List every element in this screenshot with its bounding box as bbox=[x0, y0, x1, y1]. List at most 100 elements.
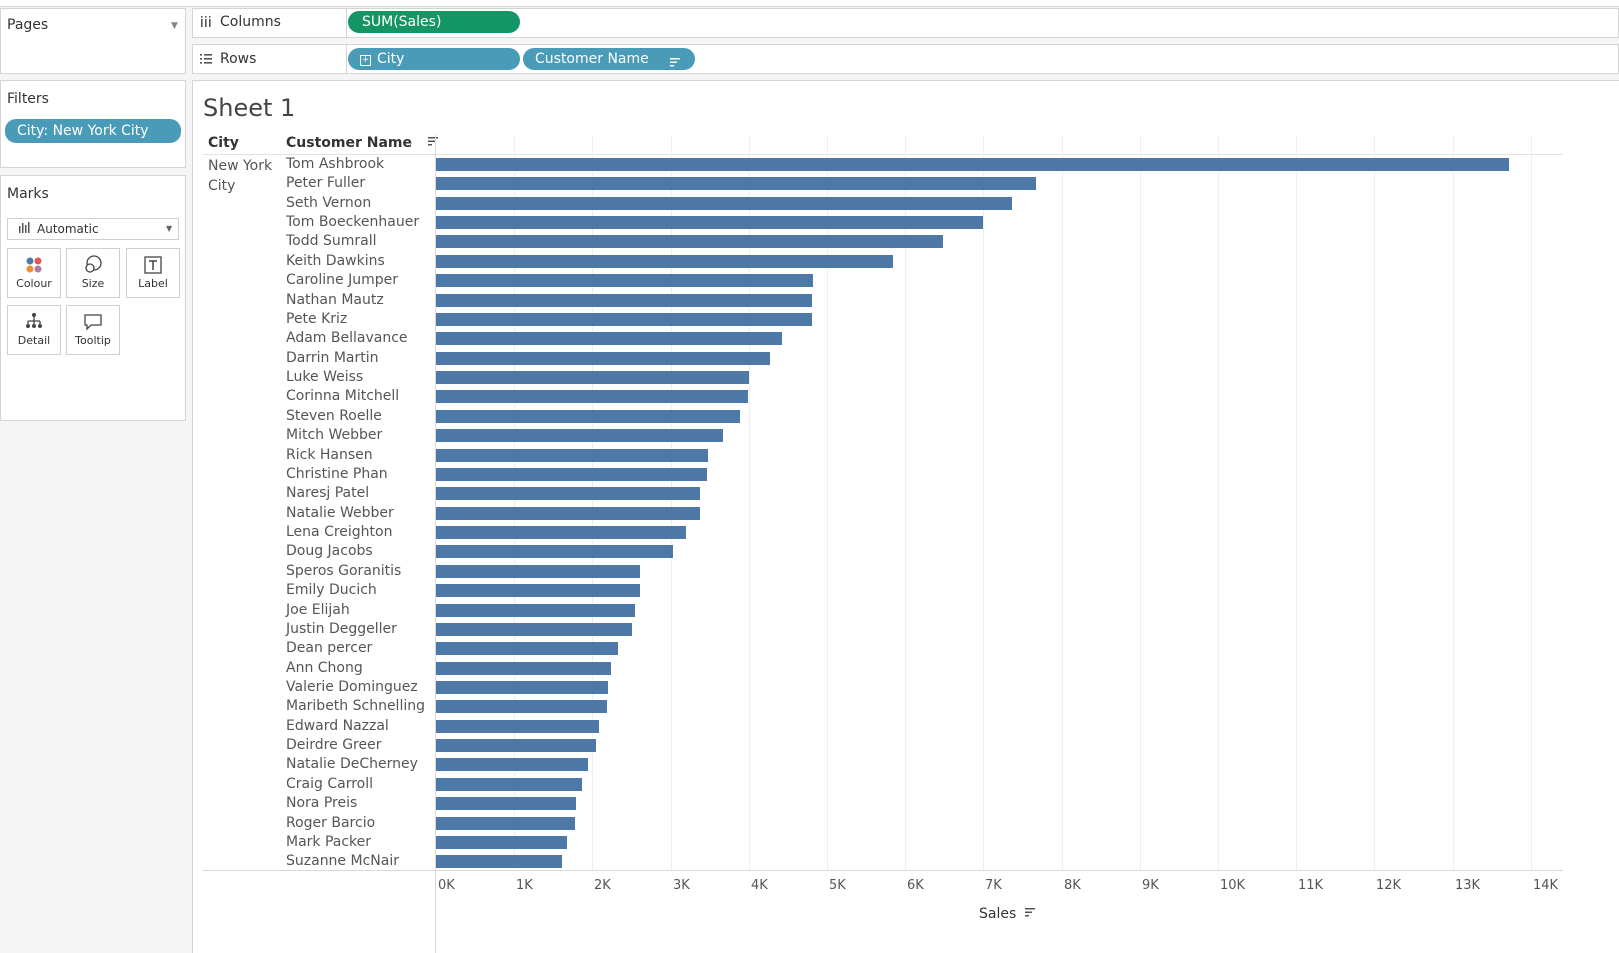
sales-bar[interactable] bbox=[436, 487, 700, 500]
customer-name-label[interactable]: Justin Deggeller bbox=[286, 621, 397, 637]
customer-name-label[interactable]: Peter Fuller bbox=[286, 175, 366, 191]
sales-bar[interactable] bbox=[436, 158, 1509, 171]
sales-bar[interactable] bbox=[436, 371, 749, 384]
customer-name-label[interactable]: Pete Kriz bbox=[286, 311, 348, 327]
sales-bar[interactable] bbox=[436, 177, 1036, 190]
customer-name-label[interactable]: Luke Weiss bbox=[286, 369, 364, 385]
customer-name-label[interactable]: Ann Chong bbox=[286, 660, 363, 676]
customer-name-label[interactable]: Edward Nazzal bbox=[286, 718, 389, 734]
customer-name-label[interactable]: Todd Sumrall bbox=[286, 233, 377, 249]
sales-bar[interactable] bbox=[436, 410, 740, 423]
sales-bar[interactable] bbox=[436, 468, 707, 481]
customer-name-label[interactable]: Mark Packer bbox=[286, 834, 372, 850]
sales-bar[interactable] bbox=[436, 817, 575, 830]
sales-bar[interactable] bbox=[436, 758, 588, 771]
colour-button[interactable]: Colour bbox=[7, 248, 61, 298]
city-value: New York City bbox=[208, 156, 272, 196]
customer-name-label[interactable]: Steven Roelle bbox=[286, 408, 382, 424]
sales-bar[interactable] bbox=[436, 545, 673, 558]
filter-pill-city[interactable]: City: New York City bbox=[5, 119, 181, 143]
sales-bar[interactable] bbox=[436, 720, 599, 733]
sales-bar[interactable] bbox=[436, 352, 770, 365]
customer-name-label[interactable]: Maribeth Schnelling bbox=[286, 698, 425, 714]
customer-name-label[interactable]: Tom Boeckenhauer bbox=[286, 214, 420, 230]
x-axis-tick-label: 13K bbox=[1455, 878, 1481, 893]
axis-sort-icon[interactable] bbox=[1024, 906, 1036, 922]
sales-bar[interactable] bbox=[436, 855, 562, 868]
customer-name-label[interactable]: Deirdre Greer bbox=[286, 737, 382, 753]
sales-bar[interactable] bbox=[436, 294, 812, 307]
customer-name-label[interactable]: Rick Hansen bbox=[286, 447, 373, 463]
sales-bar[interactable] bbox=[436, 216, 983, 229]
gridline bbox=[514, 135, 515, 870]
customer-name-label[interactable]: Dean percer bbox=[286, 640, 373, 656]
sales-bar[interactable] bbox=[436, 739, 596, 752]
customer-name-pill[interactable]: Customer Name bbox=[523, 48, 695, 70]
city-column-header[interactable]: City bbox=[208, 135, 239, 151]
customer-name-label[interactable]: Joe Elijah bbox=[286, 602, 350, 618]
sales-bar[interactable] bbox=[436, 429, 723, 442]
city-pill[interactable]: + City bbox=[348, 48, 520, 70]
customer-name-label[interactable]: Corinna Mitchell bbox=[286, 388, 400, 404]
label-button[interactable]: Label bbox=[126, 248, 180, 298]
sales-bar[interactable] bbox=[436, 642, 618, 655]
customer-name-label[interactable]: Suzanne McNair bbox=[286, 853, 399, 869]
sales-bar[interactable] bbox=[436, 836, 567, 849]
customer-name-column-header[interactable]: Customer Name bbox=[286, 135, 439, 151]
gridline bbox=[749, 135, 750, 870]
customer-name-label[interactable]: Lena Creighton bbox=[286, 524, 393, 540]
sales-bar[interactable] bbox=[436, 584, 640, 597]
customer-name-label[interactable]: Craig Carroll bbox=[286, 776, 373, 792]
sales-bar[interactable] bbox=[436, 662, 611, 675]
customer-name-label[interactable]: Christine Phan bbox=[286, 466, 388, 482]
expand-plus-icon[interactable]: + bbox=[360, 55, 371, 66]
sales-bar[interactable] bbox=[436, 332, 782, 345]
customer-name-label[interactable]: Adam Bellavance bbox=[286, 330, 408, 346]
sort-icon[interactable] bbox=[427, 135, 439, 151]
customer-name-label[interactable]: Valerie Dominguez bbox=[286, 679, 418, 695]
customer-name-label[interactable]: Nathan Mautz bbox=[286, 292, 384, 308]
sales-bar[interactable] bbox=[436, 507, 700, 520]
sales-bar[interactable] bbox=[436, 778, 582, 791]
customer-name-label[interactable]: Doug Jacobs bbox=[286, 543, 373, 559]
customer-name-label[interactable]: Mitch Webber bbox=[286, 427, 383, 443]
mark-type-dropdown[interactable]: Automatic ▼ bbox=[7, 218, 179, 240]
sort-descending-icon[interactable] bbox=[669, 53, 681, 75]
sales-bar[interactable] bbox=[436, 797, 576, 810]
sales-bar[interactable] bbox=[436, 235, 943, 248]
pages-dropdown-icon[interactable]: ▼ bbox=[171, 21, 178, 31]
customer-name-label[interactable]: Roger Barcio bbox=[286, 815, 376, 831]
sales-bar[interactable] bbox=[436, 449, 708, 462]
customer-name-label[interactable]: Natalie Webber bbox=[286, 505, 394, 521]
sales-bar[interactable] bbox=[436, 623, 632, 636]
customer-name-label[interactable]: Darrin Martin bbox=[286, 350, 379, 366]
sales-bar[interactable] bbox=[436, 565, 640, 578]
sales-bar[interactable] bbox=[436, 197, 1012, 210]
customer-name-label[interactable]: Naresj Patel bbox=[286, 485, 370, 501]
sales-axis-title[interactable]: Sales bbox=[979, 906, 1036, 922]
sales-bar[interactable] bbox=[436, 700, 607, 713]
customer-name-label[interactable]: Nora Preis bbox=[286, 795, 358, 811]
customer-name-label[interactable]: Tom Ashbrook bbox=[286, 156, 385, 172]
customer-name-label[interactable]: Natalie DeCherney bbox=[286, 756, 418, 772]
gridline bbox=[1218, 135, 1219, 870]
customer-name-label[interactable]: Caroline Jumper bbox=[286, 272, 398, 288]
customer-name-label[interactable]: Speros Goranitis bbox=[286, 563, 402, 579]
filters-card: Filters City: New York City bbox=[0, 80, 186, 168]
city-pill-label: City bbox=[377, 51, 405, 67]
size-button[interactable]: Size bbox=[66, 248, 120, 298]
sales-bar[interactable] bbox=[436, 604, 635, 617]
tooltip-button[interactable]: Tooltip bbox=[66, 305, 120, 355]
sales-bar[interactable] bbox=[436, 255, 893, 268]
sheet-title: Sheet 1 bbox=[203, 94, 296, 122]
sales-bar[interactable] bbox=[436, 526, 686, 539]
sales-bar[interactable] bbox=[436, 390, 748, 403]
sales-bar[interactable] bbox=[436, 274, 813, 287]
customer-name-label[interactable]: Seth Vernon bbox=[286, 195, 372, 211]
sum-sales-pill[interactable]: SUM(Sales) bbox=[348, 11, 520, 33]
sales-bar[interactable] bbox=[436, 681, 608, 694]
customer-name-label[interactable]: Emily Ducich bbox=[286, 582, 377, 598]
customer-name-label[interactable]: Keith Dawkins bbox=[286, 253, 385, 269]
detail-button[interactable]: Detail bbox=[7, 305, 61, 355]
sales-bar[interactable] bbox=[436, 313, 812, 326]
